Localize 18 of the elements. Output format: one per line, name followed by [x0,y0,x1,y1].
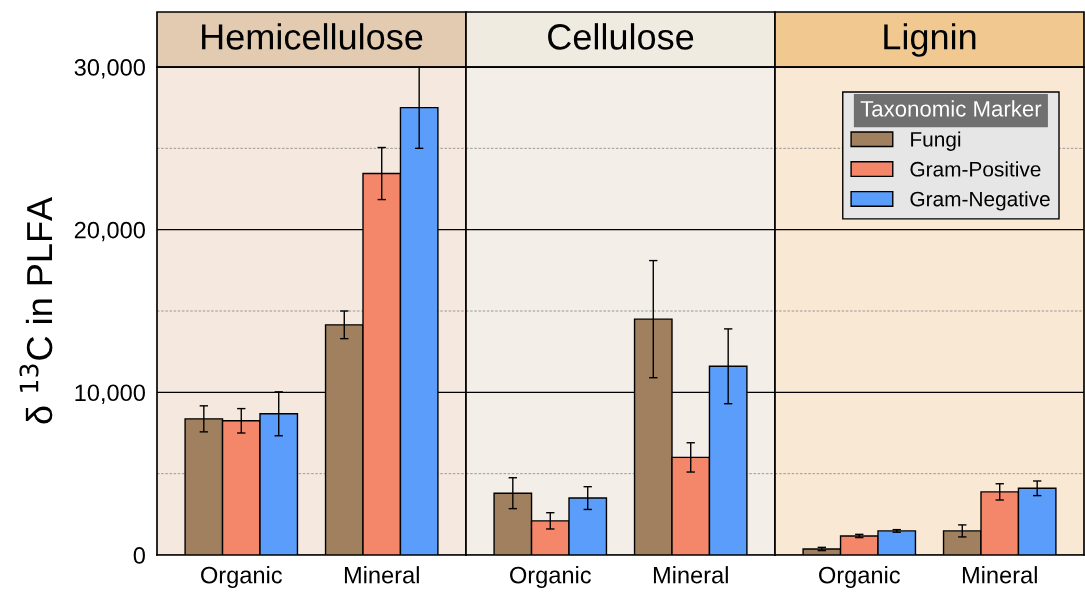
chart-title: Lignin [884,23,976,57]
y-tick-label: 10,000 [75,384,145,404]
y-axis-title: δ $^{13}$C in PLFA [19,196,53,424]
legend-label: Fungi [911,131,961,151]
legend-title: Taxonomic Marker [860,100,1042,117]
y-tick-label: 30,000 [74,59,145,79]
legend-label: Gram-Negative [910,191,1050,211]
chart-title: Hemicellulose [202,23,423,50]
y-tick-label: 20,000 [74,221,145,242]
chart-title: Cellulose [548,23,694,50]
x-tick-label: Mineral [962,566,1037,584]
x-tick-label: Organic [510,566,591,589]
x-tick-label: Organic [819,566,900,589]
x-tick-label: Organic [201,566,282,589]
y-tick-label: 0 [133,547,145,564]
legend-label: Gram-Positive [910,161,1041,177]
x-tick-label: Mineral [344,566,419,584]
x-tick-label: Mineral [653,566,728,584]
